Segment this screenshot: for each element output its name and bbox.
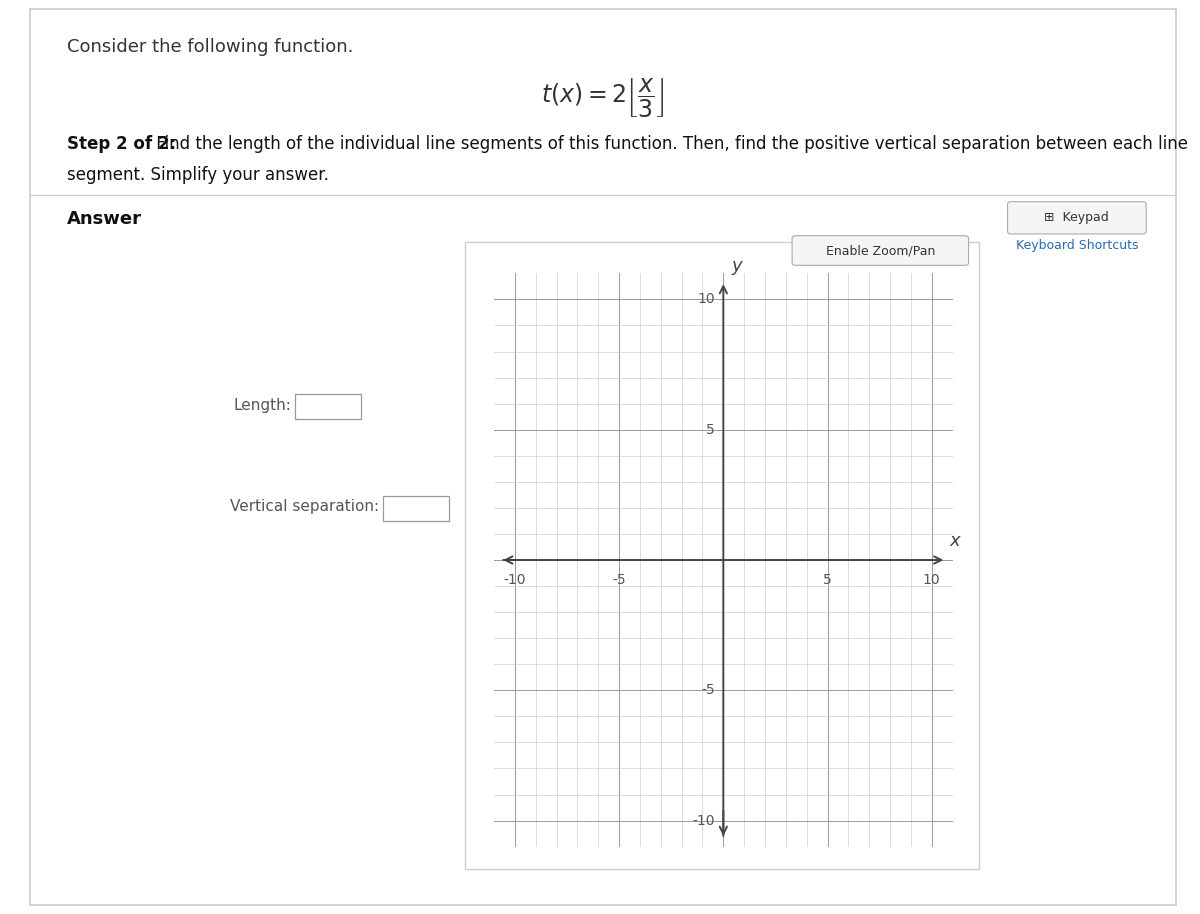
Text: Length:: Length:	[234, 398, 292, 412]
Text: segment. Simplify your answer.: segment. Simplify your answer.	[67, 166, 329, 184]
Text: Find the length of the individual line segments of this function. Then, find the: Find the length of the individual line s…	[151, 134, 1188, 153]
Text: ⊞  Keypad: ⊞ Keypad	[1044, 211, 1109, 224]
Text: Keyboard Shortcuts: Keyboard Shortcuts	[1015, 239, 1138, 252]
FancyBboxPatch shape	[295, 394, 361, 420]
Text: -10: -10	[504, 573, 527, 587]
Text: 5: 5	[707, 422, 715, 437]
Text: $x$: $x$	[949, 532, 962, 549]
FancyBboxPatch shape	[1008, 202, 1146, 234]
Text: 10: 10	[697, 292, 715, 306]
Text: -5: -5	[701, 684, 715, 697]
FancyBboxPatch shape	[466, 242, 979, 869]
Text: Consider the following function.: Consider the following function.	[67, 37, 353, 56]
Text: $y$: $y$	[731, 260, 744, 277]
Text: 10: 10	[923, 573, 941, 587]
Text: Step 2 of 2:: Step 2 of 2:	[67, 134, 175, 153]
Text: $t(x) = 2\left\lfloor\dfrac{x}{3}\right\rfloor$: $t(x) = 2\left\lfloor\dfrac{x}{3}\right\…	[541, 77, 665, 120]
Text: 5: 5	[823, 573, 832, 587]
Text: -5: -5	[612, 573, 626, 587]
FancyBboxPatch shape	[383, 495, 450, 521]
Text: Vertical separation:: Vertical separation:	[230, 499, 379, 514]
Text: Enable Zoom/Pan: Enable Zoom/Pan	[826, 244, 935, 257]
FancyBboxPatch shape	[792, 236, 968, 265]
Text: Answer: Answer	[67, 210, 142, 228]
Text: -10: -10	[692, 813, 715, 827]
